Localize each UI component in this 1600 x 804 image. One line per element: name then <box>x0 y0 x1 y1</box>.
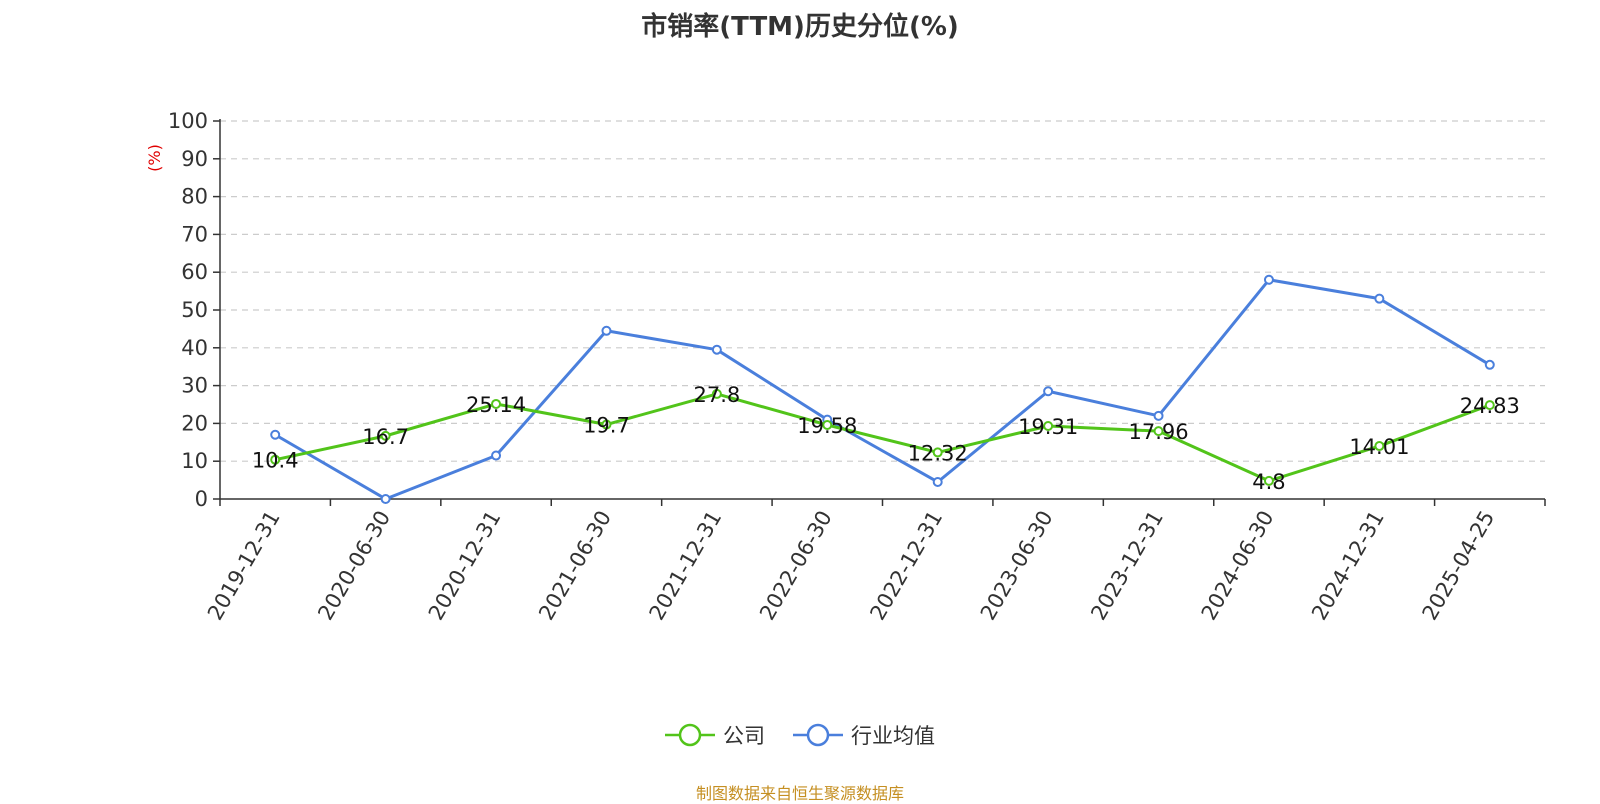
data-labels: 10.4 16.7 25.14 19.7 27.8 19.58 12.32 19.31 17.9… <box>252 383 1520 494</box>
x-tick-label: 2022-12-31 <box>865 506 947 624</box>
legend: 公司 行业均值 <box>0 720 1600 750</box>
x-tick-label: 2025-04-25 <box>1418 507 1500 625</box>
data-label: 19.7 <box>583 414 630 438</box>
data-point <box>932 476 943 487</box>
data-label: 24.83 <box>1460 394 1520 418</box>
data-point <box>1484 400 1495 411</box>
axes: 0 10 20 30 40 50 60 70 80 90 100 2019-12-31 2020-06-… <box>168 109 1546 625</box>
data-label: 16.7 <box>362 425 409 449</box>
data-point <box>932 447 943 458</box>
y-tick-label: 70 <box>181 222 208 246</box>
data-point <box>1153 426 1164 437</box>
data-label: 27.8 <box>693 383 740 407</box>
data-point <box>491 398 502 409</box>
x-tick-label: 2021-12-31 <box>645 507 727 625</box>
series-line-company <box>274 392 1491 483</box>
data-point <box>1374 441 1385 452</box>
y-tick-label: 60 <box>181 260 208 284</box>
x-tick-label: 2021-06-30 <box>534 507 616 625</box>
data-point <box>711 344 722 355</box>
y-tick-label: 20 <box>181 411 208 435</box>
data-point <box>711 388 722 399</box>
data-point <box>270 454 281 465</box>
y-tick-label: 90 <box>181 147 208 171</box>
data-source-note: 制图数据来自恒生聚源数据库 <box>695 784 904 803</box>
data-label: 14.01 <box>1349 435 1409 459</box>
x-tick-label: 2023-12-31 <box>1086 507 1168 625</box>
data-point <box>822 419 833 430</box>
data-point <box>1374 293 1385 304</box>
legend-label-industry-average: 行业均值 <box>851 724 935 748</box>
y-tick-label: 10 <box>181 449 208 473</box>
data-point <box>1153 410 1164 421</box>
y-tick-label: 40 <box>181 336 208 360</box>
x-tick-label: 2023-06-30 <box>976 507 1058 625</box>
x-tick-label: 2024-12-31 <box>1307 507 1389 625</box>
legend-line-circle-icon <box>793 723 843 747</box>
y-tick-label: 30 <box>181 374 208 398</box>
data-point <box>1263 274 1274 285</box>
data-point <box>601 325 612 336</box>
x-tick-label: 2022-06-30 <box>755 507 837 625</box>
legend-line-circle-icon <box>665 723 715 747</box>
data-point <box>270 429 281 440</box>
x-tick-label: 2020-06-30 <box>313 507 395 625</box>
data-point <box>380 494 391 504</box>
x-tick-label: 2019-12-31 <box>203 507 285 625</box>
legend-item-industry-average[interactable]: 行业均值 <box>793 720 935 750</box>
y-tick-label: 100 <box>168 109 208 133</box>
data-point <box>1043 421 1054 432</box>
data-label: 25.14 <box>466 393 526 417</box>
series-lines <box>270 274 1495 504</box>
x-tick-label: 2020-12-31 <box>424 506 506 624</box>
legend-item-company[interactable]: 公司 <box>665 720 765 750</box>
data-label: 19.58 <box>797 414 857 438</box>
data-label: 4.8 <box>1252 470 1285 494</box>
data-label: 19.31 <box>1018 415 1078 439</box>
data-point <box>491 450 502 461</box>
y-tick-label: 50 <box>181 298 208 322</box>
data-label: 17.96 <box>1128 420 1188 444</box>
data-label: 10.4 <box>252 449 299 473</box>
data-point <box>380 430 391 441</box>
data-point <box>601 419 612 430</box>
y-axis-label: (%) <box>145 144 164 172</box>
series-line-industry-average <box>274 278 1491 501</box>
data-point <box>1484 359 1495 370</box>
x-tick-label: 2024-06-30 <box>1197 507 1279 625</box>
legend-label-company: 公司 <box>723 724 765 748</box>
grid-lines <box>220 120 1545 462</box>
y-tick-label: 0 <box>195 487 208 511</box>
y-tick-label: 80 <box>181 185 208 209</box>
data-point <box>1043 386 1054 397</box>
chart-title: 市销率(TTM)历史分位(%) <box>641 12 959 42</box>
data-point <box>1263 475 1274 486</box>
data-label: 12.32 <box>908 441 968 465</box>
